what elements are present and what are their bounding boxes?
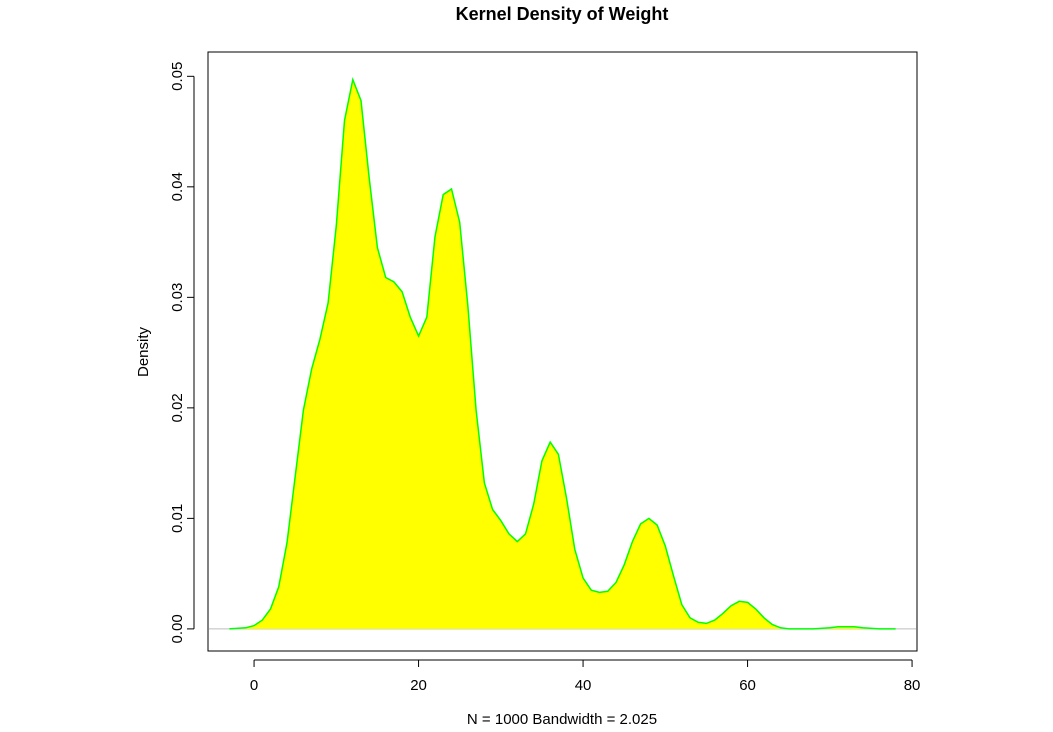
y-tick-label: 0.03 xyxy=(169,283,186,312)
x-axis-label: N = 1000 Bandwidth = 2.025 xyxy=(467,711,657,728)
x-tick-label: 20 xyxy=(410,677,427,694)
y-tick-label: 0.00 xyxy=(169,614,186,643)
y-tick-label: 0.01 xyxy=(169,504,186,533)
y-tick-label: 0.04 xyxy=(169,172,186,201)
x-tick-label: 40 xyxy=(575,677,592,694)
density-curve xyxy=(229,76,896,630)
x-tick-label: 0 xyxy=(250,677,258,694)
density-fill xyxy=(229,79,896,629)
plot-frame xyxy=(207,51,918,652)
y-axis: 0.00 0.01 0.02 0.03 0.04 0.05 xyxy=(169,62,195,644)
density-area-layer xyxy=(209,76,916,630)
x-tick-label: 80 xyxy=(904,677,921,694)
y-tick-label: 0.02 xyxy=(169,393,186,422)
x-axis: 0 20 40 60 80 xyxy=(250,659,921,694)
x-tick-label: 60 xyxy=(739,677,756,694)
y-tick-label: 0.05 xyxy=(169,62,186,91)
chart-title: Kernel Density of Weight xyxy=(456,4,669,24)
y-axis-label: Density xyxy=(135,326,152,377)
